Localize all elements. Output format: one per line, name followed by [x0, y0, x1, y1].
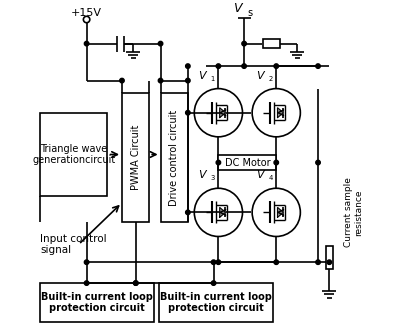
Text: +15V: +15V [71, 8, 102, 18]
Circle shape [216, 260, 221, 265]
Circle shape [194, 188, 243, 236]
Circle shape [316, 260, 320, 265]
Bar [122, 93, 149, 222]
Text: $_{2}$: $_{2}$ [268, 74, 274, 84]
Text: Built-in current loop
protection circuit: Built-in current loop protection circuit [41, 291, 153, 313]
Polygon shape [278, 108, 283, 118]
Polygon shape [220, 208, 226, 217]
Circle shape [327, 260, 331, 265]
Circle shape [186, 210, 190, 214]
Circle shape [216, 64, 221, 68]
Circle shape [85, 281, 89, 285]
Bar [159, 283, 273, 322]
Circle shape [83, 16, 90, 23]
Polygon shape [220, 108, 226, 118]
Circle shape [194, 89, 243, 137]
Bar [263, 39, 280, 48]
Circle shape [216, 160, 221, 165]
Circle shape [242, 42, 246, 46]
Bar [326, 246, 333, 269]
Bar [40, 283, 154, 322]
Circle shape [158, 78, 163, 83]
Text: $V$: $V$ [233, 2, 244, 15]
Text: Built-in current loop
protection circuit: Built-in current loop protection circuit [160, 291, 272, 313]
Text: DC Motor: DC Motor [224, 158, 270, 168]
Circle shape [85, 42, 89, 46]
Text: $V$: $V$ [198, 168, 209, 180]
Bar [160, 93, 188, 222]
Text: $V$: $V$ [256, 168, 267, 180]
Circle shape [186, 64, 190, 68]
Circle shape [211, 260, 216, 265]
Bar [40, 113, 107, 196]
Circle shape [316, 160, 320, 165]
Text: Triangle wave
generationcircuit: Triangle wave generationcircuit [32, 144, 115, 165]
Bar [218, 155, 276, 170]
Circle shape [274, 160, 278, 165]
Circle shape [274, 64, 278, 68]
Text: Current sample
resistance: Current sample resistance [344, 177, 363, 247]
Text: Input control
signal: Input control signal [40, 234, 107, 255]
Circle shape [120, 78, 124, 83]
Circle shape [186, 78, 190, 83]
Text: PWMA Circuit: PWMA Circuit [131, 125, 141, 191]
Circle shape [158, 42, 163, 46]
Text: s: s [247, 8, 252, 18]
Circle shape [252, 89, 300, 137]
Text: $V$: $V$ [198, 69, 209, 81]
Circle shape [211, 281, 216, 285]
Circle shape [186, 111, 190, 115]
Circle shape [242, 64, 246, 68]
Circle shape [252, 188, 300, 236]
Circle shape [316, 64, 320, 68]
Text: $_{1}$: $_{1}$ [211, 74, 216, 84]
Circle shape [134, 281, 138, 285]
Text: $V$: $V$ [256, 69, 267, 81]
Text: $_{3}$: $_{3}$ [211, 173, 216, 184]
Circle shape [85, 260, 89, 265]
Circle shape [134, 281, 138, 285]
Text: Drive control circuit: Drive control circuit [169, 110, 179, 206]
Polygon shape [278, 208, 283, 217]
Text: $_{4}$: $_{4}$ [268, 173, 274, 184]
Circle shape [274, 260, 278, 265]
